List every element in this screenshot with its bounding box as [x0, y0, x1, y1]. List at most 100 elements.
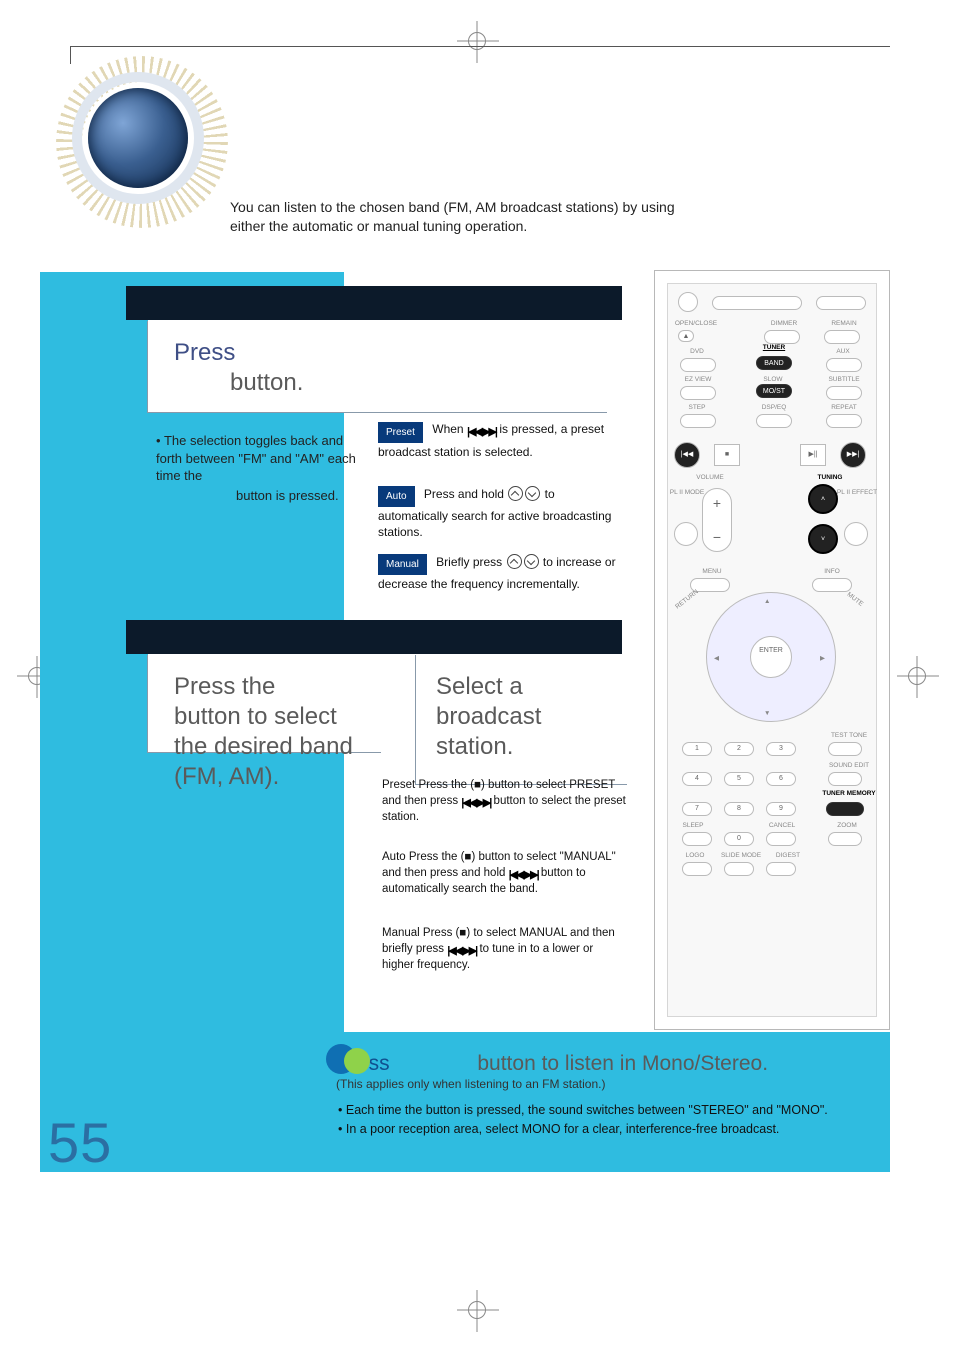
num-1[interactable]: 1: [682, 742, 712, 756]
step-button[interactable]: [680, 414, 716, 428]
dvd-button[interactable]: [680, 358, 716, 372]
crop-mark-bottom: [468, 1301, 486, 1319]
power-button[interactable]: [678, 292, 698, 312]
lbl-logo: LOGO: [680, 852, 710, 859]
num-6[interactable]: 6: [766, 772, 796, 786]
ezview-button[interactable]: [680, 386, 716, 400]
band-button[interactable]: BAND: [756, 356, 792, 370]
skip-icons-l2: |◀◀ ▶▶|: [509, 868, 538, 883]
lbl-digest: DIGEST: [768, 852, 808, 859]
lbl-subtitle: SUBTITLE: [824, 376, 864, 383]
dimmer-button[interactable]: [764, 330, 800, 344]
lbl-openclose: OPEN/CLOSE: [674, 320, 718, 327]
lbl-slidemode: SLIDE MODE: [716, 852, 766, 859]
num-8[interactable]: 8: [724, 802, 754, 816]
lbl-tuning: TUNING: [808, 474, 852, 481]
page-number: 55: [48, 1110, 112, 1175]
ms-b2: In a poor reception area, select MONO fo…: [338, 1120, 880, 1139]
step1-text: Press button.: [174, 338, 582, 398]
sb-right-1: Select a broadcast station.: [436, 673, 541, 760]
zoom-button[interactable]: [828, 832, 862, 846]
dspeq-button[interactable]: [756, 414, 792, 428]
intro-paragraph: You can listen to the chosen band (FM, A…: [230, 198, 700, 236]
skip-prev-button[interactable]: |◀◀: [674, 442, 700, 468]
ms-head-rest: button to listen in Mono/Stereo.: [477, 1052, 768, 1075]
preset-body-a: When: [432, 422, 467, 436]
section-bar-2: [126, 620, 622, 654]
lbl-sleep: SLEEP: [678, 822, 708, 829]
manual-tag-l: Manual: [382, 927, 420, 939]
soundedit-button[interactable]: [828, 772, 862, 786]
num-2[interactable]: 2: [724, 742, 754, 756]
lbl-info: INFO: [814, 568, 850, 575]
preset-tag-l: Preset: [382, 779, 415, 791]
manual-body-a: Briefly press: [436, 555, 505, 569]
stepb-left-text: Press the button to select the desired b…: [174, 672, 356, 792]
slidemode-button[interactable]: [724, 862, 754, 876]
crop-mark-right: [908, 667, 926, 685]
step1-button-word: button.: [230, 369, 303, 396]
play-pause-button[interactable]: ▶||: [800, 444, 826, 466]
num-7[interactable]: 7: [682, 802, 712, 816]
repeat-button[interactable]: [826, 414, 862, 428]
section-bar-1: [126, 286, 622, 320]
lbl-repeat: REPEAT: [826, 404, 862, 411]
num-9[interactable]: 9: [766, 802, 796, 816]
tune-up-icon-2: [507, 554, 522, 569]
plii-effect-button[interactable]: [844, 522, 868, 546]
auto-row-lower: Auto Press the (■) button to select "MAN…: [382, 850, 628, 898]
digest-button[interactable]: [766, 862, 796, 876]
skip-icons-l1: |◀◀ ▶▶|: [461, 796, 490, 811]
testtone-button[interactable]: [828, 742, 862, 756]
tune-down-icon-2: [524, 554, 539, 569]
tuning-down-button[interactable]: ˅: [808, 524, 838, 554]
num-0[interactable]: 0: [724, 832, 754, 846]
lbl-volume: VOLUME: [688, 474, 732, 481]
display-button[interactable]: [712, 296, 802, 310]
page-frame-top: [70, 46, 890, 47]
lbl-testtone: TEST TONE: [826, 732, 872, 739]
lbl-remain: REMAIN: [824, 320, 864, 327]
remain-button[interactable]: [824, 330, 860, 344]
tuning-up-button[interactable]: ˄: [808, 484, 838, 514]
lbl-ezview: EZ VIEW: [678, 376, 718, 383]
skip-icons-l3: |◀◀ ▶▶|: [447, 944, 476, 959]
manual-l-a: Press: [423, 927, 456, 939]
sleep-button[interactable]: [682, 832, 712, 846]
skip-next-button[interactable]: ▶▶|: [840, 442, 866, 468]
enter-button[interactable]: ENTER: [750, 636, 792, 678]
eject-button[interactable]: ▲: [678, 330, 694, 342]
lbl-dspeq: DSP/EQ: [754, 404, 794, 411]
step1-bullet-line2: button is pressed.: [236, 487, 356, 505]
cancel-button[interactable]: [766, 832, 796, 846]
num-5[interactable]: 5: [724, 772, 754, 786]
mode-button[interactable]: [816, 296, 866, 310]
mono-stereo-block: Press button to listen in Mono/Stereo. (…: [336, 1052, 880, 1140]
most-button[interactable]: MO/ST: [756, 384, 792, 398]
skip-prev-icon: |◀◀ ▶▶|: [467, 425, 496, 439]
remote-panel: OPEN/CLOSE DIMMER REMAIN ▲ DVD TUNER AUX…: [654, 270, 890, 1030]
stop-button[interactable]: ■: [714, 444, 740, 466]
ms-heading: Press button to listen in Mono/Stereo.: [336, 1052, 880, 1076]
lbl-pliimode: PL II MODE: [668, 489, 706, 496]
lbl-mute: MUTE: [841, 588, 869, 612]
sb-left-2: button to select the desired band (FM, A…: [174, 703, 353, 790]
lbl-menu: MENU: [694, 568, 730, 575]
num-3[interactable]: 3: [766, 742, 796, 756]
lbl-zoom: ZOOM: [830, 822, 864, 829]
preset-tag: Preset: [378, 422, 423, 443]
subtitle-button[interactable]: [826, 386, 862, 400]
aux-button[interactable]: [826, 358, 862, 372]
step-card-1: Press button.: [148, 320, 608, 412]
lbl-cancel: CANCEL: [762, 822, 802, 829]
plii-mode-button[interactable]: [674, 522, 698, 546]
accent-dots-icon: [326, 1044, 356, 1074]
lbl-dvd: DVD: [682, 348, 712, 355]
logo-button[interactable]: [682, 862, 712, 876]
step1-press: Press: [174, 339, 235, 366]
num-4[interactable]: 4: [682, 772, 712, 786]
step-card-b-left: Press the button to select the desired b…: [148, 654, 382, 752]
tunermem-button[interactable]: [826, 802, 864, 816]
preset-row-lower: Preset Press the (■) button to select PR…: [382, 778, 628, 826]
volume-rocker[interactable]: + −: [702, 488, 732, 552]
